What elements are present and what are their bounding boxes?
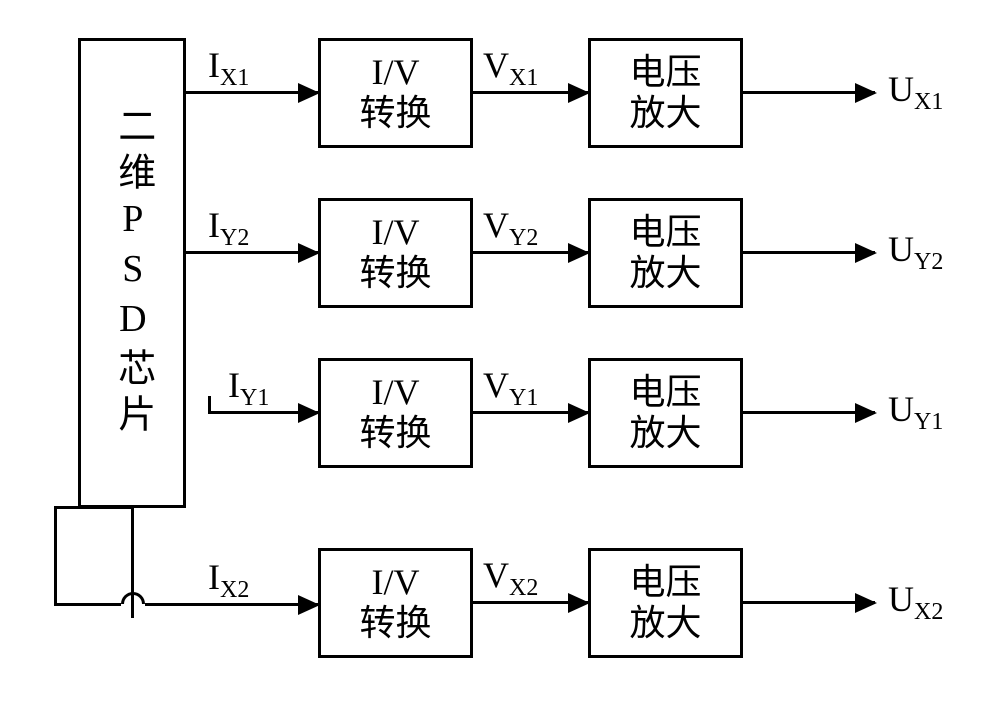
arrow-head xyxy=(855,593,877,613)
iv-label-top: I/V xyxy=(372,372,420,413)
amp-label-top: 电压 xyxy=(629,372,701,413)
amp-box: 电压 放大 xyxy=(588,38,743,148)
iv-label-bot: 转换 xyxy=(359,93,431,134)
signal-u-label: UX2 xyxy=(888,578,943,626)
iv-convert-box: I/V 转换 xyxy=(318,548,473,658)
amp-label-bot: 放大 xyxy=(629,93,701,134)
signal-u-label: UX1 xyxy=(888,68,943,116)
arrow-head xyxy=(298,243,320,263)
iv-convert-box: I/V 转换 xyxy=(318,358,473,468)
arrow-head xyxy=(855,403,877,423)
signal-v-label: VX2 xyxy=(483,554,538,602)
arrow-head xyxy=(298,403,320,423)
signal-v-label: VY1 xyxy=(483,364,538,412)
arrow-head xyxy=(298,595,320,615)
signal-u-label: UY2 xyxy=(888,228,943,276)
signal-i-label: IX1 xyxy=(208,44,249,92)
hline-top-left xyxy=(54,506,81,509)
vline-stub xyxy=(208,396,211,414)
arrow-head xyxy=(568,593,590,613)
vline-psd-bottom-stub xyxy=(131,508,134,618)
amp-label-bot: 放大 xyxy=(629,603,701,644)
amp-label-bot: 放大 xyxy=(629,253,701,294)
iv-label-bot: 转换 xyxy=(359,603,431,644)
iv-label-bot: 转换 xyxy=(359,413,431,454)
signal-i-label: IX2 xyxy=(208,556,249,604)
signal-i-label: IY1 xyxy=(228,364,269,412)
arrow-head xyxy=(855,83,877,103)
signal-v-label: VX1 xyxy=(483,44,538,92)
arrow-head xyxy=(298,83,320,103)
signal-flow-diagram: 二维PSD芯片 IX1 I/V 转换 VX1 电压 放大 UX1 IY2 I/V… xyxy=(48,28,948,678)
iv-label-top: I/V xyxy=(372,52,420,93)
signal-u-label: UY1 xyxy=(888,388,943,436)
arrow-line xyxy=(54,603,121,606)
arrow-head xyxy=(568,243,590,263)
amp-box: 电压 放大 xyxy=(588,358,743,468)
amp-label-bot: 放大 xyxy=(629,413,701,454)
amp-box: 电压 放大 xyxy=(588,198,743,308)
psd-chip-box: 二维PSD芯片 xyxy=(78,38,186,508)
psd-chip-label: 二维PSD芯片 xyxy=(109,106,155,440)
iv-label-bot: 转换 xyxy=(359,253,431,294)
signal-i-label: IY2 xyxy=(208,204,249,252)
iv-convert-box: I/V 转换 xyxy=(318,38,473,148)
arrow-head xyxy=(568,83,590,103)
psd-bottom-stub xyxy=(78,506,133,509)
iv-label-top: I/V xyxy=(372,562,420,603)
amp-label-top: 电压 xyxy=(629,562,701,603)
iv-label-top: I/V xyxy=(372,212,420,253)
amp-label-top: 电压 xyxy=(629,52,701,93)
amp-box: 电压 放大 xyxy=(588,548,743,658)
amp-label-top: 电压 xyxy=(629,212,701,253)
iv-convert-box: I/V 转换 xyxy=(318,198,473,308)
signal-v-label: VY2 xyxy=(483,204,538,252)
arrow-head xyxy=(568,403,590,423)
vline-left xyxy=(54,506,57,606)
arrow-head xyxy=(855,243,877,263)
